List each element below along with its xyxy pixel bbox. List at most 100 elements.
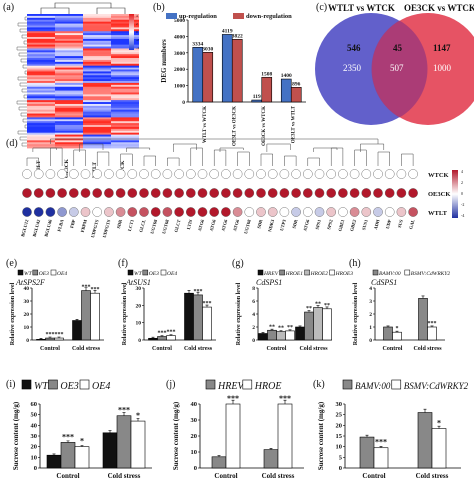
heatmap-cell [83, 36, 111, 40]
y-axis-label: Relative expression level [10, 282, 16, 345]
legend-label: HREV [263, 271, 279, 277]
heatmap-cell [27, 42, 55, 46]
dot-cell [244, 207, 255, 217]
row-label-wtlt: WTLT [428, 210, 448, 217]
value-label: 3334 [192, 41, 203, 47]
heatmap-cell [111, 113, 139, 116]
y-tick-label: 0 [182, 100, 185, 106]
svg-text:0: 0 [136, 30, 138, 34]
dot-cell [408, 188, 418, 198]
heatmap-cell [83, 130, 111, 134]
heatmap-cell [83, 119, 111, 122]
dot-cell [384, 169, 395, 179]
bar [192, 47, 204, 103]
heatmap-cell [111, 42, 139, 46]
heatmap-cell [27, 140, 55, 143]
heatmap-cell [55, 132, 83, 135]
dot-cell [302, 169, 313, 179]
panel-letter-b: (b) [153, 2, 165, 13]
heatmap-cell [111, 98, 139, 101]
heatmap-cell [83, 84, 111, 88]
dot-rows [22, 169, 418, 217]
legend-swatch [342, 379, 353, 390]
value-label: 896 [292, 81, 301, 87]
dot-cell [256, 207, 266, 217]
svg-text:-2: -2 [136, 38, 139, 42]
error-bar [231, 399, 235, 404]
bar [373, 447, 389, 469]
y-tick-label: 8 [252, 286, 255, 292]
heatmap-cell [83, 111, 111, 114]
heatmap-cell [27, 59, 55, 63]
heatmap-cell [27, 71, 55, 74]
heatmap-cell [83, 123, 111, 126]
x-tick-label: Cold stress [72, 346, 101, 352]
heatmap-cell [27, 117, 55, 120]
heatmap-cell [55, 73, 83, 76]
dot-cell [69, 207, 79, 217]
heatmap-cell [83, 117, 111, 120]
heatmap-cell [111, 65, 139, 68]
heatmap-cell [55, 23, 83, 26]
bar [74, 446, 90, 469]
bar [36, 339, 46, 341]
y-tick-label: 20 [24, 312, 30, 318]
gene-dendrogram [26, 138, 414, 166]
heatmap-cell [111, 100, 139, 103]
heatmap-cell [27, 15, 55, 19]
heatmap-cell [83, 144, 111, 147]
heatmap-cell [111, 134, 139, 137]
dot-cell [162, 207, 173, 217]
value-label: 119 [253, 94, 261, 100]
heatmap-cell [83, 82, 111, 86]
y-tick-label: 30 [336, 401, 343, 408]
significance-mark: ** [324, 303, 330, 309]
bar [295, 326, 305, 341]
error-bar [57, 336, 61, 339]
heatmap-cell [27, 88, 55, 91]
dot-cell [80, 188, 91, 198]
heatmap-cell [83, 69, 111, 72]
heatmap-cell [27, 77, 55, 80]
heatmap-cell [55, 65, 83, 68]
x-tick-label: Cold stress [262, 472, 295, 480]
heatmap-cell [111, 121, 139, 124]
heatmap-cell [27, 126, 55, 130]
bar [251, 99, 263, 103]
heatmap-cell [111, 36, 139, 40]
significance-mark: *** [167, 330, 176, 336]
significance-mark: ** [278, 326, 284, 332]
heatmap-cell [111, 77, 139, 80]
heatmap-cell [55, 146, 83, 149]
heatmap-cell [27, 48, 55, 51]
bar [359, 436, 375, 469]
panel-d: (d) WTCK OE3CK WTLT BGLU12 BGLU42 BGLU46 FL… [6, 138, 464, 238]
y-tick-label: 4000 [174, 34, 185, 40]
dot-cell [361, 169, 372, 179]
heatmap-cell [27, 107, 55, 111]
significance-mark: *** [55, 332, 64, 338]
heatmap-cell [83, 90, 111, 93]
heatmap-cell [83, 132, 111, 135]
heatmap-cell [55, 138, 83, 141]
heatmap-cell [83, 146, 111, 149]
heatmap-cell [111, 46, 139, 49]
dot-cell [33, 188, 44, 198]
dot-cell [373, 169, 383, 179]
legend-label: BAMV:00 [379, 271, 401, 277]
y-tick-label: 5 [339, 454, 343, 461]
row-label-oe3ck: OE3CK [428, 191, 450, 198]
heatmap-cell [27, 84, 55, 88]
svg-text:-2: -2 [461, 202, 464, 207]
heatmap-cell [111, 81, 139, 84]
dot-cell [291, 169, 301, 179]
heatmap-cell [27, 134, 55, 137]
y-tick-label: 0 [34, 465, 37, 472]
bar [202, 52, 214, 103]
y-tick-label: 20 [136, 303, 142, 309]
significance-mark: *** [62, 432, 74, 441]
dendro-branch [24, 16, 27, 21]
heatmap-cell [111, 117, 139, 120]
y-axis-label: Sucrose content (mg/g) [12, 401, 20, 470]
heatmap-cell [111, 19, 139, 23]
